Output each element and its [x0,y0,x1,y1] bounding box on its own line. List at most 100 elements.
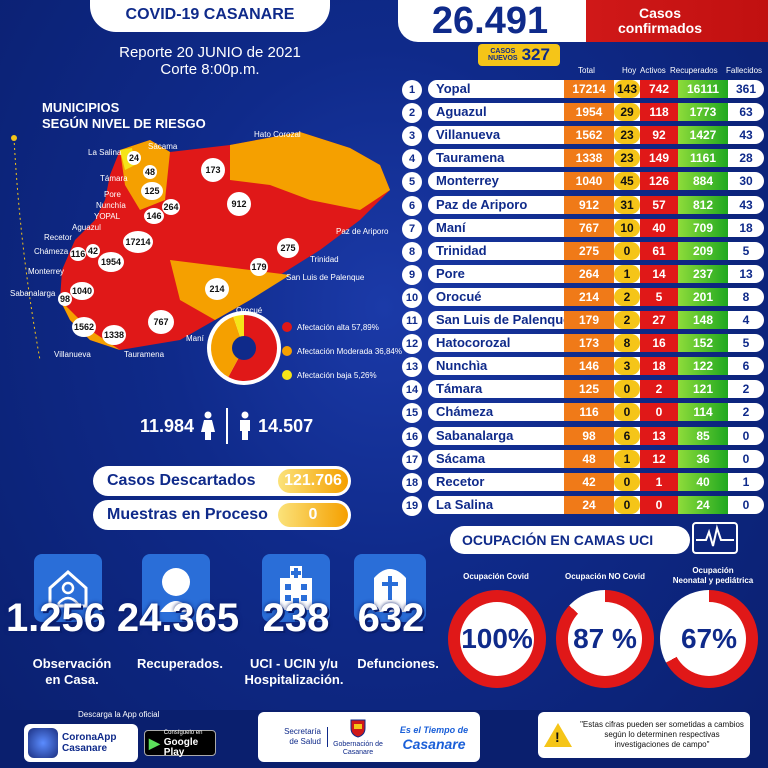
row-activos: 16 [640,334,678,352]
map-label-nunchia: Nunchía [96,201,126,210]
row-total: 98 [564,427,614,445]
row-municipality: Villanueva [436,127,501,142]
play-triangle-icon: ▶ [149,735,160,751]
map-label-recetor: Recetor [44,233,73,242]
row-hoy: 0 [614,380,640,398]
row-total: 42 [564,473,614,491]
map-number-recetor: 42 [86,244,100,258]
new-cases-badge: CASOS NUEVOS 327 [478,44,560,66]
row-activos: 12 [640,450,678,468]
table-row: 9 Pore 264 14 237 1 13 [402,265,764,285]
row-hoy: 1 [614,265,640,283]
row-hoy: 31 [614,196,640,214]
row-rank: 8 [402,242,422,262]
cross-icon [354,554,426,622]
corona-app-link[interactable]: CoronaApp Casanare [24,724,138,762]
men-count: 14.507 [258,415,314,436]
row-recuperados: 152 [678,334,728,352]
row-fallecidos: 5 [742,244,750,258]
row-fallecidos: 1 [742,475,750,489]
row-rank: 6 [402,196,422,216]
header-hoy: Hoy [622,66,637,75]
row-hoy: 143 [614,80,640,98]
row-bar: Hatocorozal 173 16 152 8 5 [428,334,764,352]
row-municipality: Trinidad [436,243,487,258]
uci-hospital-label: UCI - UCIN y/u Hospitalización. [244,656,344,687]
map-number-tamara: 264 [162,199,180,215]
row-recuperados: 709 [678,219,728,237]
pie-center [232,336,256,360]
row-bar: Paz de Ariporo 912 57 812 31 43 [428,196,764,214]
total-cases-label: Casos confirmados [617,5,702,36]
app-download-label: Descarga la App oficial [78,710,160,719]
row-recuperados: 1773 [678,103,728,121]
row-recuperados: 237 [678,265,728,283]
header-recuperados: Recuperados [670,66,718,75]
table-row: 14 Támara 125 2 121 0 2 [402,380,764,400]
uci-covid-gauge: 100% [448,590,546,688]
deaths-label: Defunciones. [357,656,439,671]
disclaimer-box: "Estas cifras pueden ser sometidas a cam… [538,712,750,758]
map-number-san-luis: 179 [250,258,268,276]
google-play-button[interactable]: ▶ Consíguelo en Google Play [144,730,216,758]
row-rank: 1 [402,80,422,100]
uci-covid-value: 100% [460,602,534,676]
row-hoy: 3 [614,357,640,375]
row-fallecidos: 2 [742,382,750,396]
row-recuperados: 24 [678,496,728,514]
deaths-value: 632 [357,596,425,640]
map-label-tauramena: Tauramena [124,350,165,359]
table-row: 16 Sabanalarga 98 13 85 6 0 [402,427,764,447]
sponsor-box: Secretaría de Salud Gobernación de Casanar… [258,712,480,762]
map-label-yopal: YOPAL [94,212,121,221]
map-label-chameza: Chámeza [34,247,69,256]
legend-item-moderate: Afectación Moderada 36,84% [282,346,402,356]
row-fallecidos: 6 [742,359,750,373]
table-row: 18 Recetor 42 1 40 0 1 [402,473,764,493]
map-label-sacama: Sácama [148,142,178,151]
row-municipality: Orocué [436,289,482,304]
row-municipality: Paz de Ariporo [436,197,528,212]
legend-dot-moderate [282,346,292,356]
row-fallecidos: 361 [735,82,757,96]
row-activos: 18 [640,357,678,375]
map-number-monterrey: 1040 [70,282,94,300]
table-row: 13 Nunchìa 146 18 122 3 6 [402,357,764,377]
row-hoy: 2 [614,311,640,329]
row-fallecidos: 28 [739,151,753,165]
row-bar: Maní 767 40 709 10 18 [428,219,764,237]
warning-icon [544,723,572,747]
row-recuperados: 812 [678,196,728,214]
row-bar: Nunchìa 146 18 122 3 6 [428,357,764,375]
home-observation-value: 1.256 [5,596,107,640]
row-rank: 4 [402,149,422,169]
row-fallecidos: 2 [742,405,750,419]
row-activos: 126 [640,172,678,190]
row-activos: 2 [640,380,678,398]
map-label-villanueva: Villanueva [54,350,91,359]
person-icon [142,554,210,622]
row-fallecidos: 43 [739,198,753,212]
row-activos: 118 [640,103,678,121]
map-label-aguazul: Aguazul [72,223,101,232]
row-rank: 17 [402,450,422,470]
row-rank: 2 [402,103,422,123]
row-municipality: Pore [436,266,465,281]
uci-covid-label: Ocupación Covid [463,572,529,581]
slogan-logo: Es el Tiempo de Casanare [399,725,469,752]
row-hoy: 29 [614,103,640,121]
row-fallecidos: 4 [742,313,750,327]
map-region-moderate-north [230,132,390,210]
legend-item-high: Afectación alta 57,89% [282,322,402,332]
row-hoy: 0 [614,403,640,421]
map-label-hato-corozal: Hato Corozal [254,130,301,139]
row-municipality: Recetor [436,474,485,489]
row-bar: San Luis de Palenque 179 27 148 2 4 [428,311,764,329]
gender-breakdown: 11.984 14.507 [140,408,313,444]
row-rank: 16 [402,427,422,447]
map-label-trinidad: Trinidad [310,255,339,264]
row-total: 264 [564,265,614,283]
row-municipality: Yopal [436,81,471,96]
row-hoy: 45 [614,172,640,190]
row-activos: 1 [640,473,678,491]
